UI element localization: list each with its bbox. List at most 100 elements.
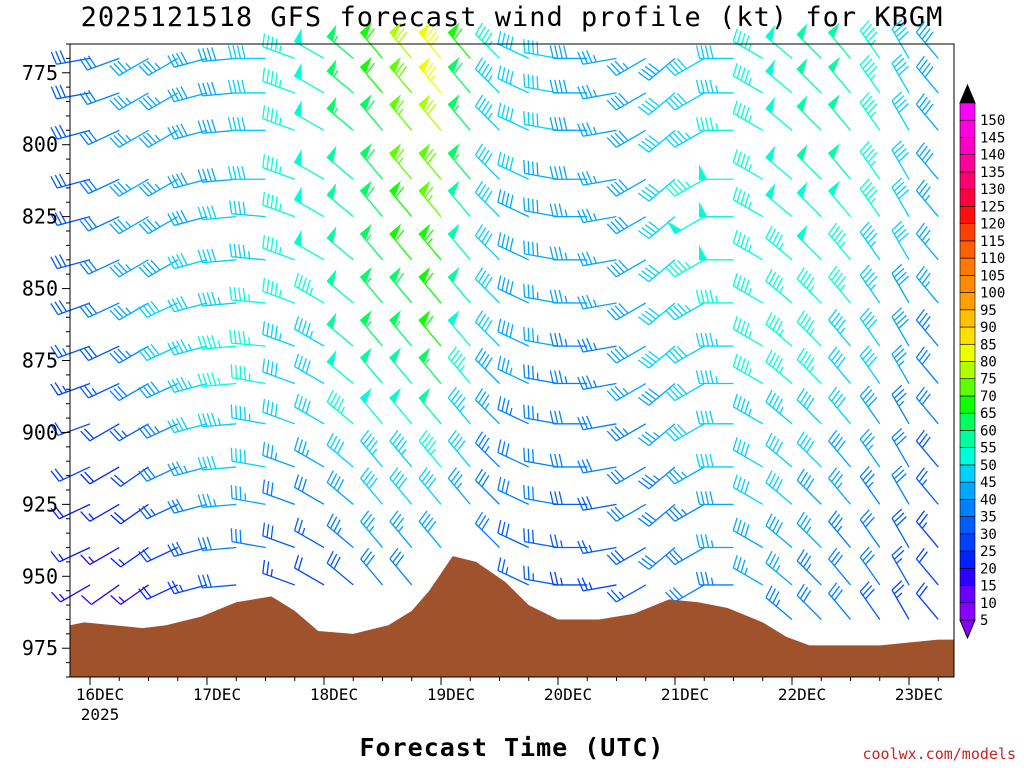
barb-feather	[363, 513, 373, 526]
wind-barb	[765, 96, 793, 131]
barb-feather	[293, 517, 300, 531]
wind-barb	[262, 479, 295, 505]
barb-feather	[915, 467, 925, 479]
wind-barb	[577, 540, 617, 555]
barb-feather	[806, 478, 815, 491]
wind-barb	[293, 437, 325, 468]
barb-shaft	[796, 560, 822, 586]
barb-shaft	[732, 328, 764, 347]
barb-shaft	[497, 244, 530, 261]
barb-feather	[398, 477, 408, 490]
barb-half-feather	[560, 577, 563, 586]
wind-barb	[389, 180, 413, 218]
barb-feather	[610, 307, 621, 319]
barb-feather	[586, 122, 593, 135]
barb-shaft	[60, 584, 91, 603]
barb-half-feather	[896, 592, 903, 599]
barb-feather	[765, 312, 773, 325]
barb-feather	[297, 519, 303, 533]
wind-barb	[474, 22, 500, 59]
wind-barb	[695, 289, 734, 304]
barb-feather	[669, 471, 680, 483]
barb-feather	[891, 53, 903, 64]
barb-feather	[618, 346, 629, 357]
barb-feather	[549, 203, 554, 217]
barb-feather	[586, 496, 593, 509]
barb-feather	[648, 350, 660, 360]
barb-feather	[395, 186, 405, 198]
barb-half-feather	[309, 330, 314, 339]
wind-barb	[665, 302, 705, 321]
barb-half-feather	[248, 251, 251, 259]
barb-feather	[293, 273, 300, 287]
barb-feather	[893, 469, 905, 480]
barb-half-feather	[125, 264, 132, 271]
barb-feather	[142, 134, 153, 146]
barb-feather	[831, 513, 841, 526]
barb-feather	[772, 274, 780, 288]
barb-feather	[110, 477, 122, 487]
barb-half-feather	[270, 569, 273, 577]
barb-feather	[799, 471, 809, 484]
barb-feather	[83, 304, 94, 316]
barb-half-feather	[839, 327, 846, 335]
barb-feather	[211, 168, 217, 182]
barb-half-feather	[839, 241, 846, 248]
barb-shaft	[828, 233, 851, 261]
barb-feather	[736, 151, 742, 165]
barb-feather	[117, 181, 128, 193]
barb-feather	[59, 124, 67, 138]
barb-shaft	[891, 100, 910, 131]
barb-feather	[456, 356, 466, 369]
barb-feather	[84, 471, 95, 483]
barb-shaft	[859, 476, 881, 505]
barb-feather	[484, 190, 493, 203]
barb-feather	[233, 287, 237, 301]
barb-half-feather	[150, 508, 156, 516]
barb-feather	[171, 255, 180, 268]
barb-half-feather	[898, 400, 905, 407]
barb-feather	[474, 22, 484, 35]
barb-shaft	[89, 466, 120, 485]
barb-feather	[447, 346, 457, 358]
barb-half-feather	[459, 405, 465, 412]
barb-feather	[859, 92, 870, 103]
barb-feather	[523, 240, 526, 254]
wind-barb	[359, 56, 383, 94]
barb-shaft	[674, 92, 705, 111]
barb-feather	[262, 479, 266, 493]
barb-feather	[606, 554, 617, 565]
barb-shaft	[915, 152, 939, 180]
wind-barb	[796, 23, 822, 59]
colorbar-label: 60	[980, 423, 997, 439]
barb-feather	[586, 208, 593, 222]
wind-barb	[915, 467, 939, 505]
barb-feather	[270, 157, 274, 171]
barb-feather	[637, 396, 650, 406]
barb-feather	[803, 555, 812, 568]
wind-barb	[549, 45, 588, 60]
barb-shaft	[859, 151, 881, 180]
barb-shaft	[859, 556, 881, 586]
barb-half-feather	[371, 448, 378, 456]
barb-flag	[359, 143, 372, 160]
barb-feather	[893, 267, 905, 278]
barb-shaft	[648, 466, 676, 490]
barb-shaft	[648, 178, 676, 202]
wind-barb	[637, 345, 676, 369]
barb-feather	[87, 178, 98, 191]
barb-shaft	[202, 584, 237, 589]
barb-shaft	[89, 503, 120, 522]
colorbar-swatch	[959, 550, 976, 569]
barb-feather	[481, 63, 490, 76]
barb-feather	[50, 127, 58, 140]
barb-feather	[641, 313, 653, 323]
barb-feather	[918, 226, 928, 238]
barb-feather	[266, 443, 270, 457]
wind-barb	[389, 387, 413, 425]
barb-shaft	[615, 423, 647, 442]
barb-half-feather	[748, 43, 752, 51]
barb-shaft	[146, 503, 179, 520]
barb-feather	[891, 263, 903, 274]
barb-feather	[478, 270, 487, 283]
